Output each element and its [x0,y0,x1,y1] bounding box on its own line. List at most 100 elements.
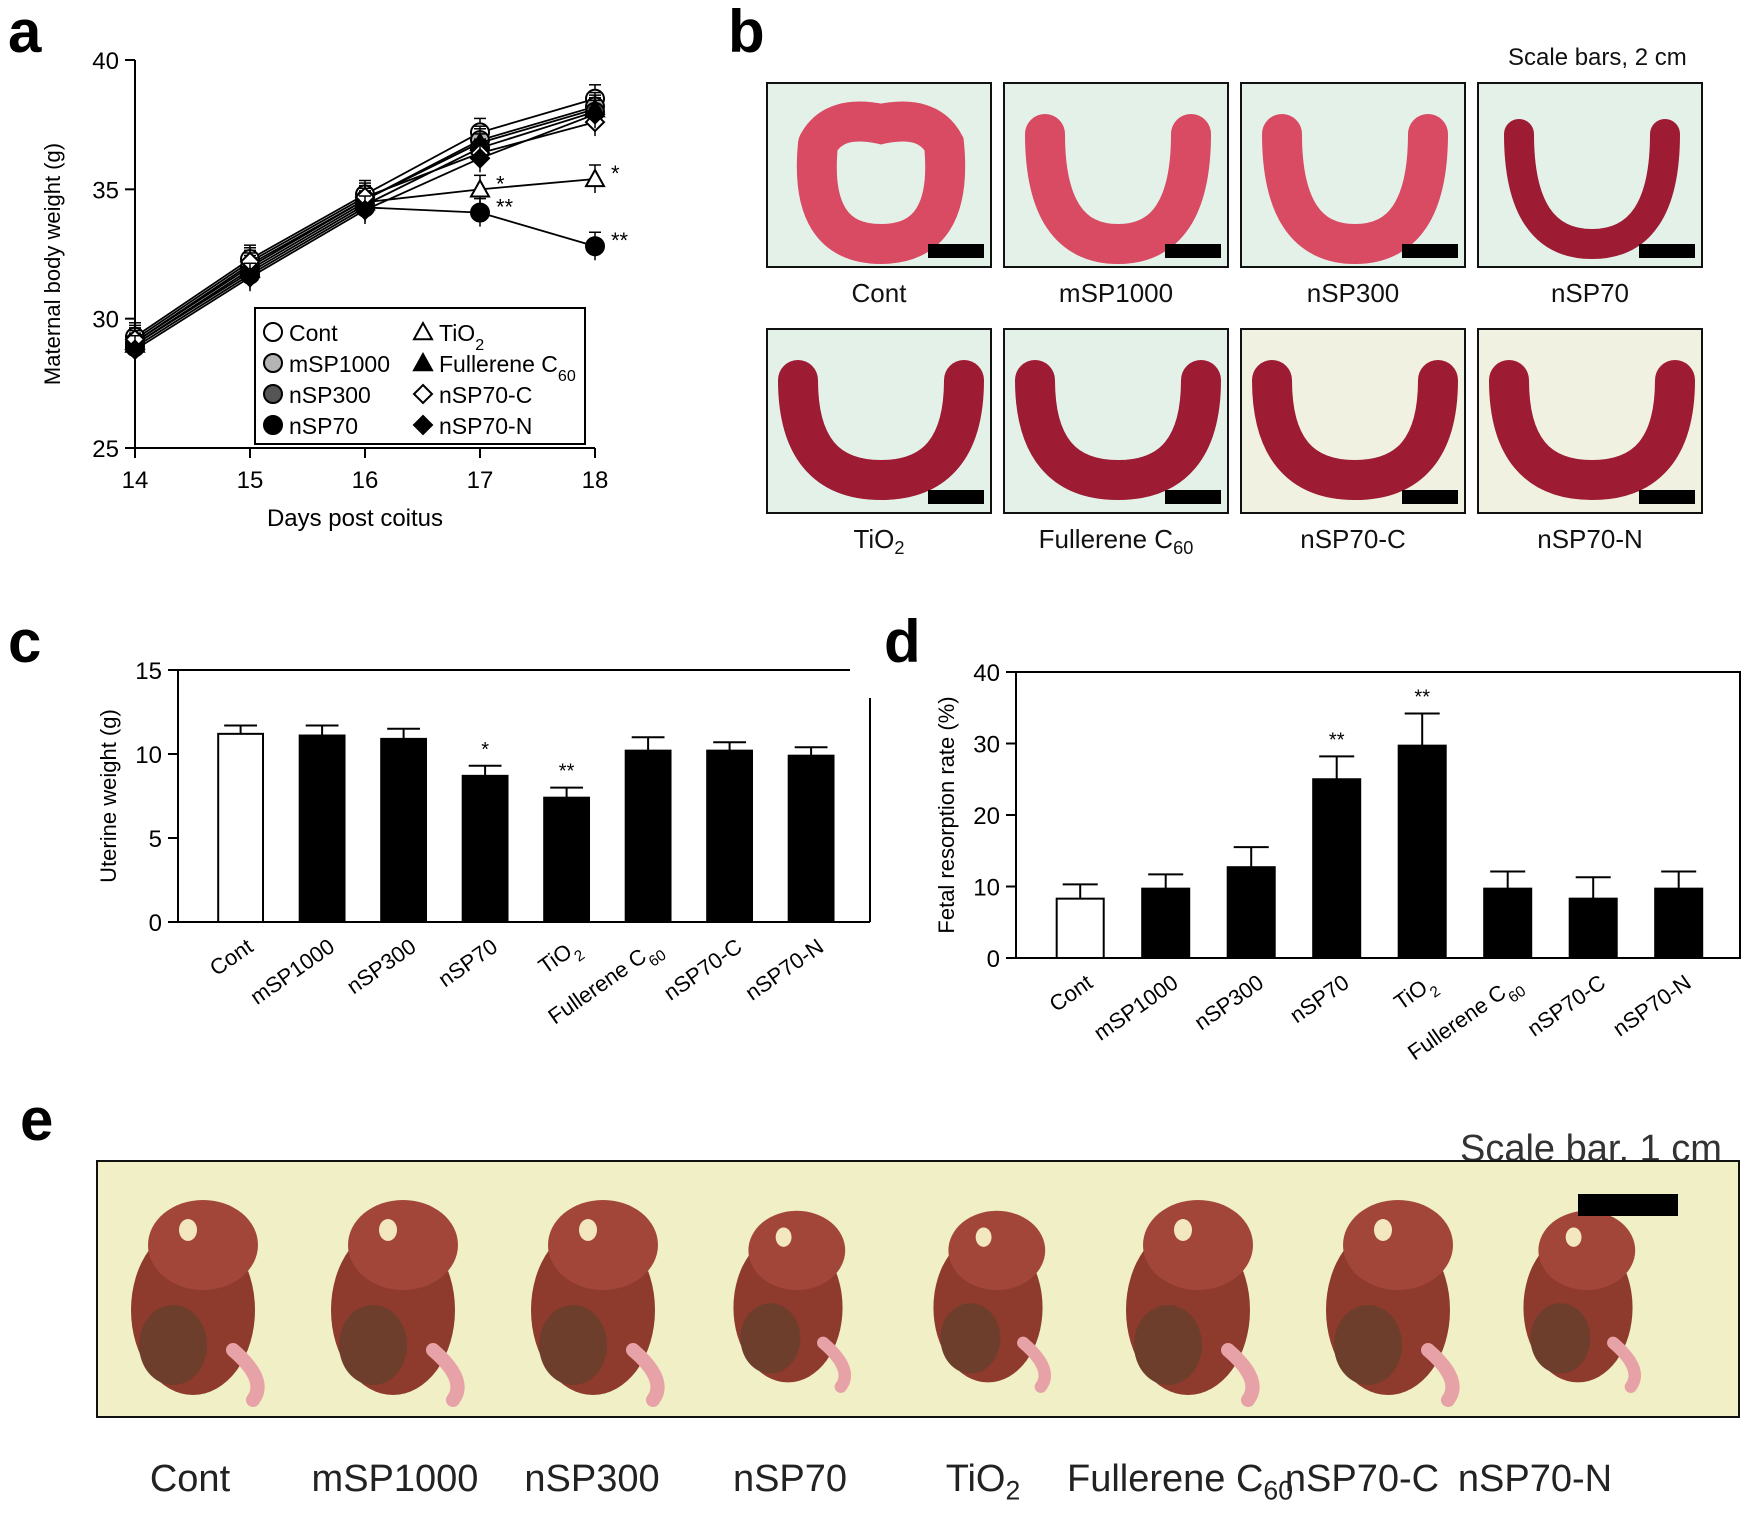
x-tick-label: 14 [122,467,149,494]
bar-7 [787,746,835,924]
y-tick-label: 5 [149,826,162,853]
y-tick-label: 40 [92,48,119,75]
x-tick-label: mSP1000 [245,934,338,1010]
embryo-label: nSP70-N [1457,1458,1613,1500]
uterus-shape [1025,114,1211,265]
bar-6 [1568,876,1618,959]
bar [1226,866,1276,960]
significance-mark: * [481,739,489,761]
x-tick-label: nSP300 [1190,970,1268,1035]
uterus-shape [1489,360,1695,501]
embryo [131,1200,265,1407]
legend-label: Fullerene C60 [439,351,576,385]
significance-mark: ** [1414,686,1430,708]
embryo-belly [339,1305,407,1385]
embryo-eye [1374,1219,1392,1241]
data-point [585,236,605,257]
x-tick-label: 16 [352,467,379,494]
uterus-shape [796,101,966,265]
uterus-shape [1015,360,1221,501]
legend-label: nSP70-C [439,382,532,408]
embryo-limb [1221,1343,1260,1407]
uterus-shape [778,360,984,501]
x-tick-label: Cont [1045,970,1097,1017]
uterus-drawing [1262,114,1448,265]
bar [1055,897,1105,959]
embryo-photo [96,1160,1740,1418]
bar [1397,744,1447,959]
embryo-eye [1174,1219,1192,1241]
photo-label: nSP70-N [1537,524,1643,554]
uterus-photo [766,328,992,514]
uterus-photo [1477,328,1703,514]
series-nsp70-n [124,99,606,364]
embryo-head [948,1210,1046,1290]
embryo [733,1210,851,1393]
embryo-eye [179,1219,197,1241]
legend-label: nSP70-N [439,413,532,439]
embryo-label: Fullerene C60 [1066,1458,1293,1506]
legend-label: mSP1000 [289,351,390,377]
panel-letter-a: a [8,0,42,65]
uterus-drawing [1504,119,1680,260]
data-point [354,199,376,221]
panel-letter-e: e [20,1086,54,1153]
uterus-shape [1252,360,1458,501]
embryo-label: mSP1000 [311,1458,479,1500]
photo-label: Cont [851,278,907,308]
embryo-head [1343,1200,1453,1290]
y-tick-label: 0 [987,946,1000,973]
bar-3: ** [1312,729,1362,959]
photo-label: Fullerene C60 [1038,524,1194,559]
embryo-head [1143,1200,1253,1290]
bar [1568,897,1618,959]
embryo-head [1538,1210,1636,1290]
embryo-limb [1017,1336,1051,1393]
embryo [531,1200,665,1407]
data-point [469,178,491,198]
significance-mark: ** [559,761,575,783]
panel-letter-d: d [884,608,921,675]
photo-label: nSP300 [1306,278,1400,308]
embryo-eye [975,1227,992,1247]
data-point [239,266,261,288]
bar [624,749,672,923]
plot-frame [1015,671,1741,959]
embryo-drawings [131,1200,1641,1407]
y-tick-label: 40 [973,660,1000,687]
bar [461,774,509,923]
x-tick-label: nSP70-N [740,934,827,1006]
embryo-label: nSP70-C [1284,1458,1440,1500]
x-axis-label: Days post coitus [267,505,443,532]
embryo-eye [579,1219,597,1241]
bar-5 [1483,870,1533,960]
bar-7 [1654,870,1704,960]
embryo-belly [1334,1305,1402,1385]
legend-marker [412,414,434,436]
y-tick-label: 30 [92,307,119,334]
uterus-drawing [1252,360,1458,501]
x-tick-label: 15 [237,467,264,494]
panel-letter-c: c [8,608,42,675]
bar-3: * [461,739,509,923]
x-tick-label: TiO2 [534,934,588,985]
bar [1483,887,1533,960]
scale-bar [1402,490,1458,504]
embryo-eye [1565,1227,1582,1247]
x-tick-label: nSP70-C [1523,970,1611,1042]
y-tick-label: 10 [135,742,162,769]
photo-label: nSP70-C [1300,524,1406,554]
legend-marker [412,351,434,372]
bar [298,734,346,923]
embryo-head [348,1200,458,1290]
scale-bar [1165,244,1221,258]
embryo-label: nSP300 [524,1458,660,1500]
uterus-drawing [778,360,984,501]
embryo-limb [817,1336,851,1393]
bar-5 [624,736,672,923]
embryo [1326,1200,1460,1407]
bar [706,749,754,923]
y-tick-label: 10 [973,875,1000,902]
scale-bar [1639,244,1695,258]
x-tick-label: Cont [205,934,257,981]
